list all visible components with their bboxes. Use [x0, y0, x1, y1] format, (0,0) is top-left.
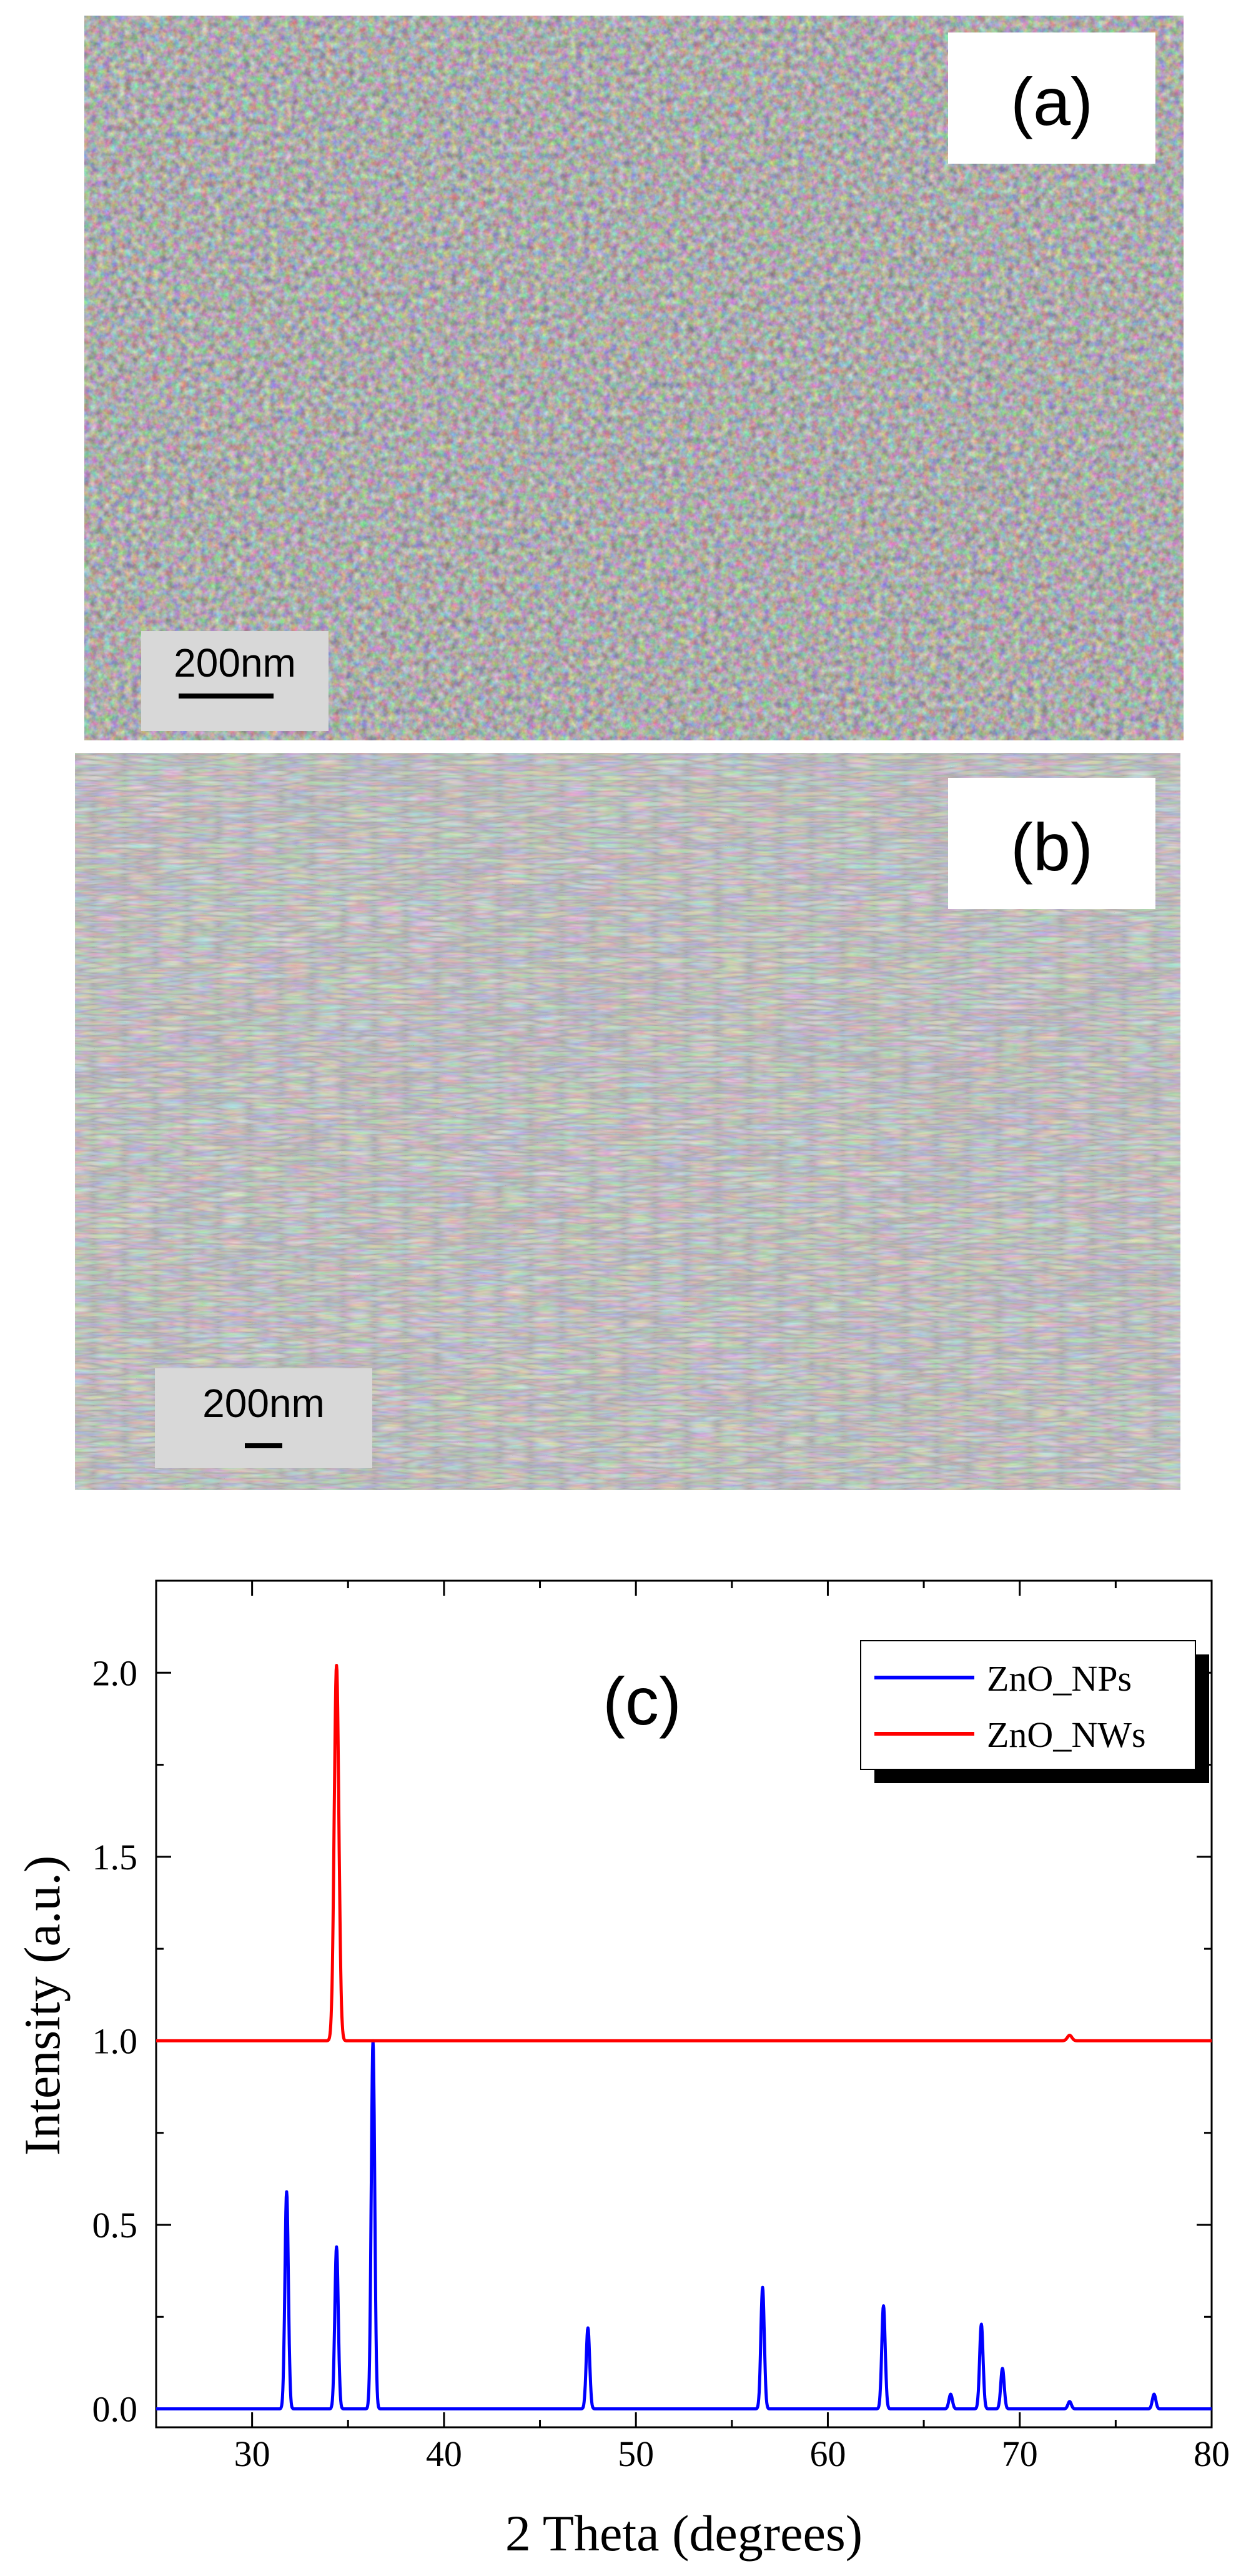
y-tick-label: 0.5: [92, 2205, 138, 2245]
x-tick-label: 80: [1194, 2434, 1230, 2474]
panel-label-b: (b): [1011, 809, 1093, 885]
sem-panel-a: (a) 200nm: [84, 16, 1184, 740]
y-tick-label: 1.5: [92, 1837, 138, 1877]
sem-panel-b: (b) 200nm: [75, 753, 1180, 1490]
x-tick-label: 30: [234, 2434, 270, 2474]
legend-label-nws: ZnO_NWs: [987, 1714, 1146, 1755]
x-tick-label: 40: [426, 2434, 462, 2474]
y-tick-label: 2.0: [92, 1653, 138, 1693]
chart-panel-label: (c): [603, 1663, 681, 1739]
scalebar-line-b: [245, 1443, 282, 1448]
scalebar-label-b: 200nm: [202, 1381, 325, 1426]
y-axis-label: Intensity (a.u.): [14, 1856, 71, 2156]
x-tick-label: 70: [1002, 2434, 1038, 2474]
xrd-chart: 30 40 50 60 70 80 0.0 0.5 1.0 1.5 2.0 (c) 2 Theta…: [14, 1581, 1230, 2562]
legend-label-nps: ZnO_NPs: [987, 1658, 1132, 1699]
legend: ZnO_NPs ZnO_NWs: [861, 1641, 1209, 1783]
scalebar-line-a: [179, 694, 274, 699]
scalebar-label-a: 200nm: [174, 640, 296, 685]
x-tick-label: 60: [809, 2434, 846, 2474]
y-tick-label: 0.0: [92, 2389, 138, 2430]
x-axis-label: 2 Theta (degrees): [505, 2505, 863, 2562]
panel-label-a: (a): [1011, 64, 1093, 139]
y-tick-label: 1.0: [92, 2021, 138, 2061]
x-tick-label: 50: [618, 2434, 654, 2474]
